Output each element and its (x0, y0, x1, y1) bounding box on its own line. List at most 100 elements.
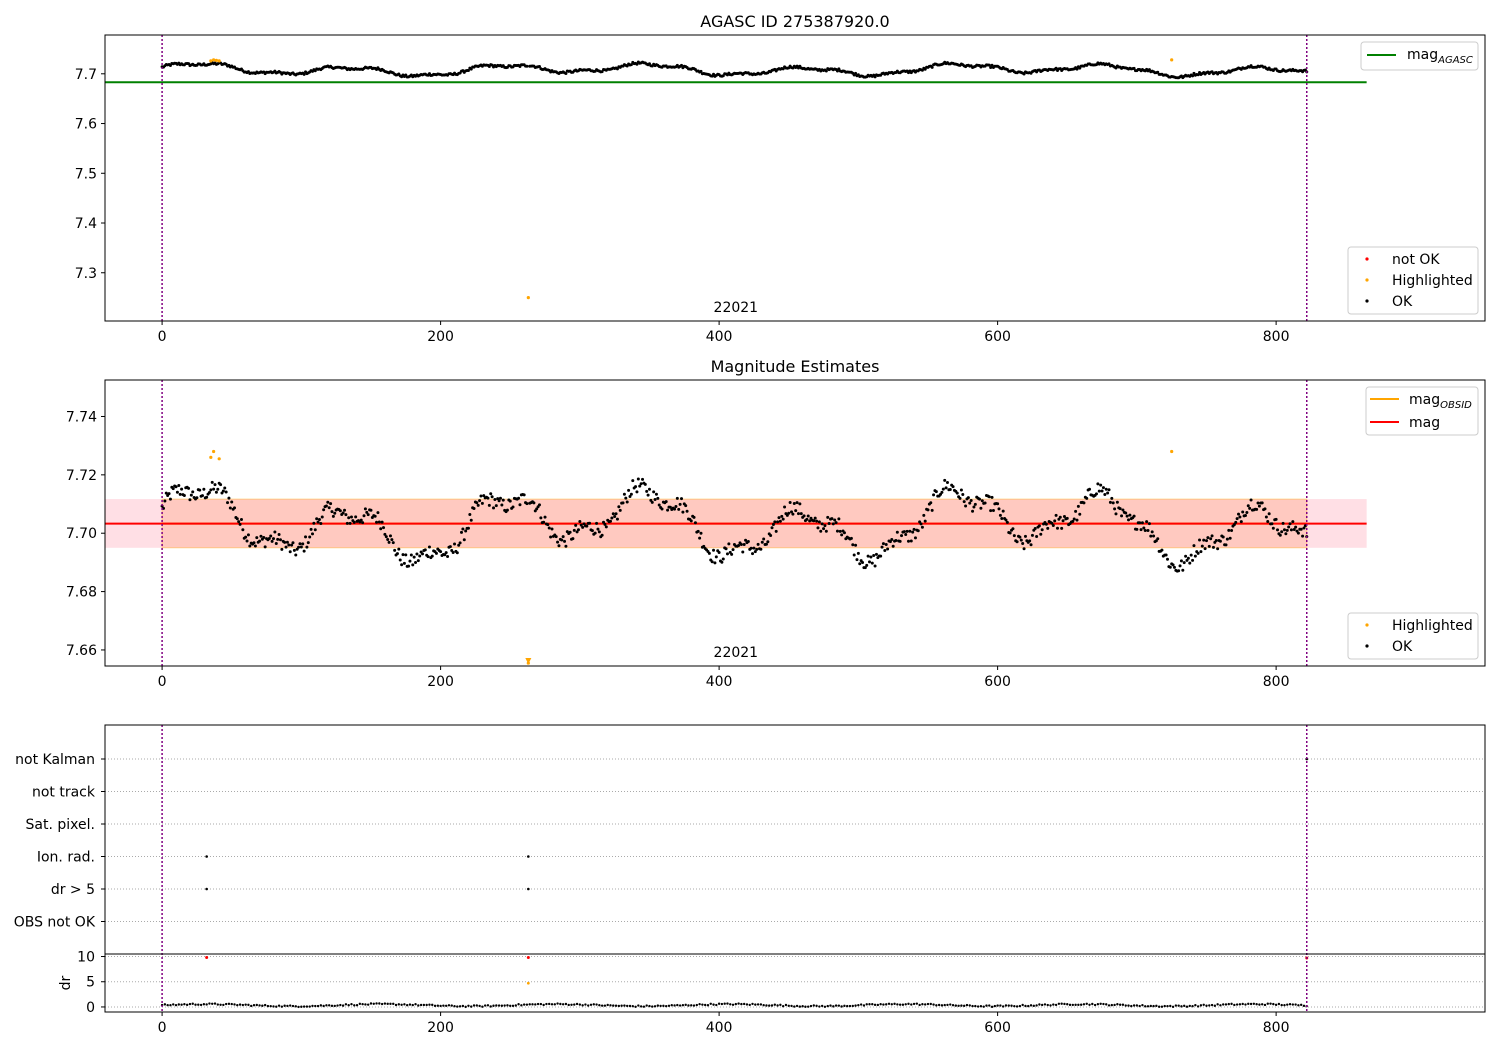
dr-point (606, 1003, 609, 1007)
ok-point (951, 485, 955, 489)
dr-point (926, 1002, 930, 1006)
dr-point (960, 1004, 963, 1007)
ok-point (717, 551, 721, 555)
dr-point (1177, 1004, 1180, 1007)
ok-point (1203, 547, 1207, 551)
ok-point (1107, 62, 1111, 66)
ok-point (393, 548, 397, 552)
ok-point (654, 492, 658, 496)
dr-point (400, 1003, 403, 1006)
dr-point (486, 1004, 490, 1007)
ok-point (639, 482, 643, 486)
dr-point (1124, 1004, 1127, 1007)
x-tick-label: 800 (1263, 1020, 1290, 1036)
dr-point (414, 1002, 417, 1006)
dr-point (664, 1004, 668, 1008)
flag-row-label: Ion. rad. (37, 850, 95, 866)
ok-point (753, 550, 757, 554)
ok-point (164, 491, 168, 495)
dr-point (183, 1003, 186, 1006)
dr-point (628, 1004, 632, 1008)
dr-point (534, 1003, 537, 1006)
ok-point (1000, 517, 1004, 521)
ok-point (631, 479, 635, 483)
ok-point (934, 490, 938, 494)
ok-point (563, 539, 567, 543)
ok-point (404, 553, 408, 557)
dr-point (1085, 1002, 1088, 1006)
ok-point (1033, 527, 1037, 531)
ok-point (773, 520, 777, 524)
ok-point (721, 557, 725, 561)
dr-point (1105, 1003, 1108, 1006)
dr-point (230, 1002, 233, 1006)
dr-point (567, 1003, 570, 1007)
dr-point (1004, 1004, 1008, 1007)
ok-point (783, 505, 787, 509)
ok-point (382, 526, 386, 530)
ok-point (259, 534, 263, 538)
ok-point (461, 527, 465, 531)
ok-point (253, 544, 257, 548)
dr-point (472, 1004, 476, 1007)
dr-point (522, 1003, 526, 1006)
dr-point (1144, 1005, 1147, 1008)
dr-point (233, 1003, 236, 1006)
dr-point (1057, 1002, 1061, 1005)
legend-marker (1365, 257, 1369, 261)
ok-point (964, 504, 968, 508)
ok-point (564, 72, 568, 76)
legend-marker (1365, 299, 1369, 303)
dr-point (988, 1004, 991, 1007)
ok-point (879, 554, 883, 558)
dr-point (1035, 1004, 1038, 1007)
ok-point (1082, 501, 1086, 505)
dr-point (1174, 1004, 1178, 1007)
dr-point (901, 1003, 905, 1006)
ok-point (1281, 521, 1285, 525)
ok-point (288, 550, 292, 554)
line-legend (1360, 41, 1479, 71)
ok-point (905, 529, 909, 533)
ok-point (675, 496, 679, 500)
ok-point (618, 508, 622, 512)
ok-point (191, 490, 195, 494)
ok-point (479, 494, 483, 498)
dr-point (1063, 1002, 1066, 1006)
dr-point (403, 1003, 406, 1006)
dr-point (280, 1005, 284, 1008)
ok-point (972, 505, 976, 509)
dr-point (620, 1004, 623, 1007)
ok-point (585, 524, 589, 528)
ok-point (302, 549, 306, 553)
legend-label: OK (1392, 294, 1413, 310)
dr-point (325, 1004, 328, 1007)
ok-point (837, 67, 841, 71)
ok-point (602, 520, 606, 524)
ok-point (987, 63, 991, 67)
ok-point (1260, 501, 1264, 505)
highlighted-point (209, 455, 213, 459)
dr-point (893, 1002, 896, 1006)
ok-point (1044, 522, 1048, 526)
ok-point (831, 522, 835, 526)
magnitude-axes-frame (104, 379, 1486, 667)
dr-point (1266, 1002, 1269, 1005)
dr-point (341, 1004, 345, 1007)
dr-point (715, 1003, 718, 1007)
ok-point (806, 514, 810, 518)
dr-point (921, 1003, 924, 1006)
ok-point (673, 507, 677, 511)
dr-point (826, 1004, 829, 1008)
ok-point (464, 529, 468, 533)
ok-point (1029, 543, 1033, 547)
ok-point (409, 553, 413, 557)
ok-point (557, 544, 561, 548)
ok-point (468, 513, 472, 517)
ok-point (1054, 513, 1058, 517)
ok-point (1284, 532, 1288, 536)
ok-point (959, 488, 963, 492)
ok-point (1209, 537, 1213, 541)
dr-point (447, 1004, 451, 1007)
ok-point (608, 519, 612, 523)
